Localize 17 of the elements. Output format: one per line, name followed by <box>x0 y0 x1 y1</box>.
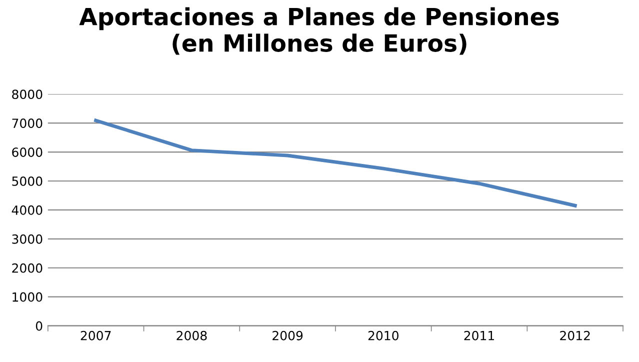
y-tick-label: 2000 <box>12 263 42 273</box>
line-series <box>94 118 577 208</box>
x-tick-label: 2009 <box>272 330 303 340</box>
y-tick-label: 1000 <box>12 292 42 302</box>
x-tick-label: 2012 <box>560 330 590 340</box>
x-tick-label: 2011 <box>464 330 494 340</box>
y-tick-label: 6000 <box>12 148 42 157</box>
x-tick-label: 2010 <box>368 330 398 340</box>
x-tick-label: 2008 <box>176 330 207 340</box>
chart-title: Aportaciones a Planes de Pensiones (en Millones de Euros) <box>79 7 559 55</box>
y-tick-label: 7000 <box>12 118 42 128</box>
x-tick-label: 2007 <box>80 330 111 340</box>
y-tick-label: 8000 <box>12 90 42 100</box>
y-tick-label: 4000 <box>12 205 42 215</box>
y-tick-label: 5000 <box>12 176 42 186</box>
y-tick-label: 0 <box>36 321 42 331</box>
y-tick-label: 3000 <box>12 234 42 244</box>
